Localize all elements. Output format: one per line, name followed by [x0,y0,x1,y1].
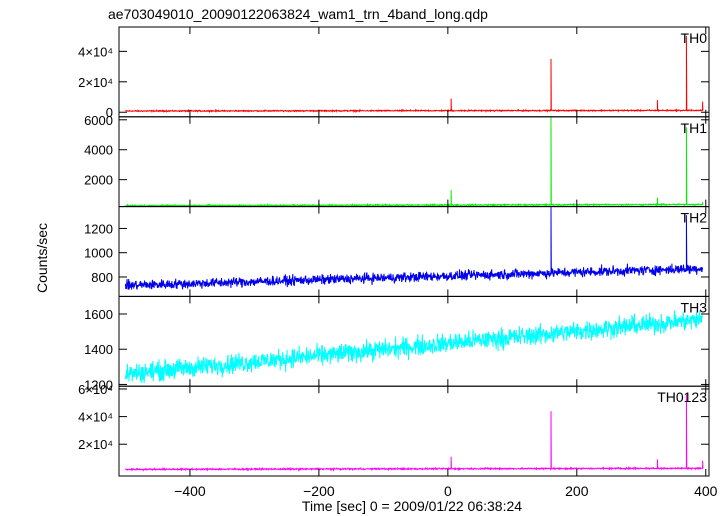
y-tick-label: 1200 [84,377,113,392]
chart-title: ae703049010_20090122063824_wam1_trn_4ban… [108,6,488,22]
panel-frame [118,26,710,118]
series-line-th0 [125,36,704,114]
panel-th3: 1200 1400 1600 TH3 [84,295,710,392]
y-tick-label: 6000 [84,113,113,128]
y-tick-label: 4×10⁴ [78,410,113,425]
series-line-th1 [125,116,704,207]
y-tick-label: 1200 [84,221,113,236]
y-tick-label: 2×10⁴ [78,437,113,452]
y-axis-label: Counts/sec [34,223,50,293]
panels-group: 0 2×10⁴ 4×10⁴ TH0 2000 4000 6000 TH1 800 1000 1200… [78,26,710,477]
y-tick-label: 1000 [84,246,113,261]
y-tick-label: 4×10⁴ [78,44,113,59]
panel-th1: 2000 4000 6000 TH1 [84,113,710,208]
panel-label: TH0 [681,30,708,46]
series-line-th0123 [124,394,704,472]
x-tick-label: 0 [444,483,452,499]
y-tick-label: 2000 [84,173,113,188]
series-line-th3 [124,310,704,384]
series-line-th2 [124,206,704,290]
panel-th2: 800 1000 1200 TH2 [84,206,710,297]
x-tick-label: 200 [565,483,589,499]
panel-label: TH2 [681,210,708,226]
panel-th0123: 2×10⁴ 4×10⁴ 6×10⁴ TH0123 [78,382,710,477]
panel-label: TH3 [681,299,708,315]
x-tick-label: −200 [303,483,335,499]
x-axis-label: Time [sec] 0 = 2009/01/22 06:38:24 [302,498,522,514]
y-tick-label: 1400 [84,342,113,357]
y-tick-label: 4000 [84,143,113,158]
x-tick-label: −400 [174,483,206,499]
panel-frame [118,385,710,477]
x-tick-label: 400 [694,483,718,499]
y-tick-label: 0 [106,105,113,120]
panel-label: TH0123 [657,389,707,405]
y-tick-label: 2×10⁴ [78,75,113,90]
panel-frame [118,116,710,208]
y-tick-label: 1600 [84,307,113,322]
y-tick-label: 800 [91,270,113,285]
y-tick-label: 6×10⁴ [78,382,113,397]
x-axis: −400 −200 0 200 400 [174,483,718,499]
panel-th0: 0 2×10⁴ 4×10⁴ TH0 [78,26,710,120]
panel-label: TH1 [681,120,708,136]
